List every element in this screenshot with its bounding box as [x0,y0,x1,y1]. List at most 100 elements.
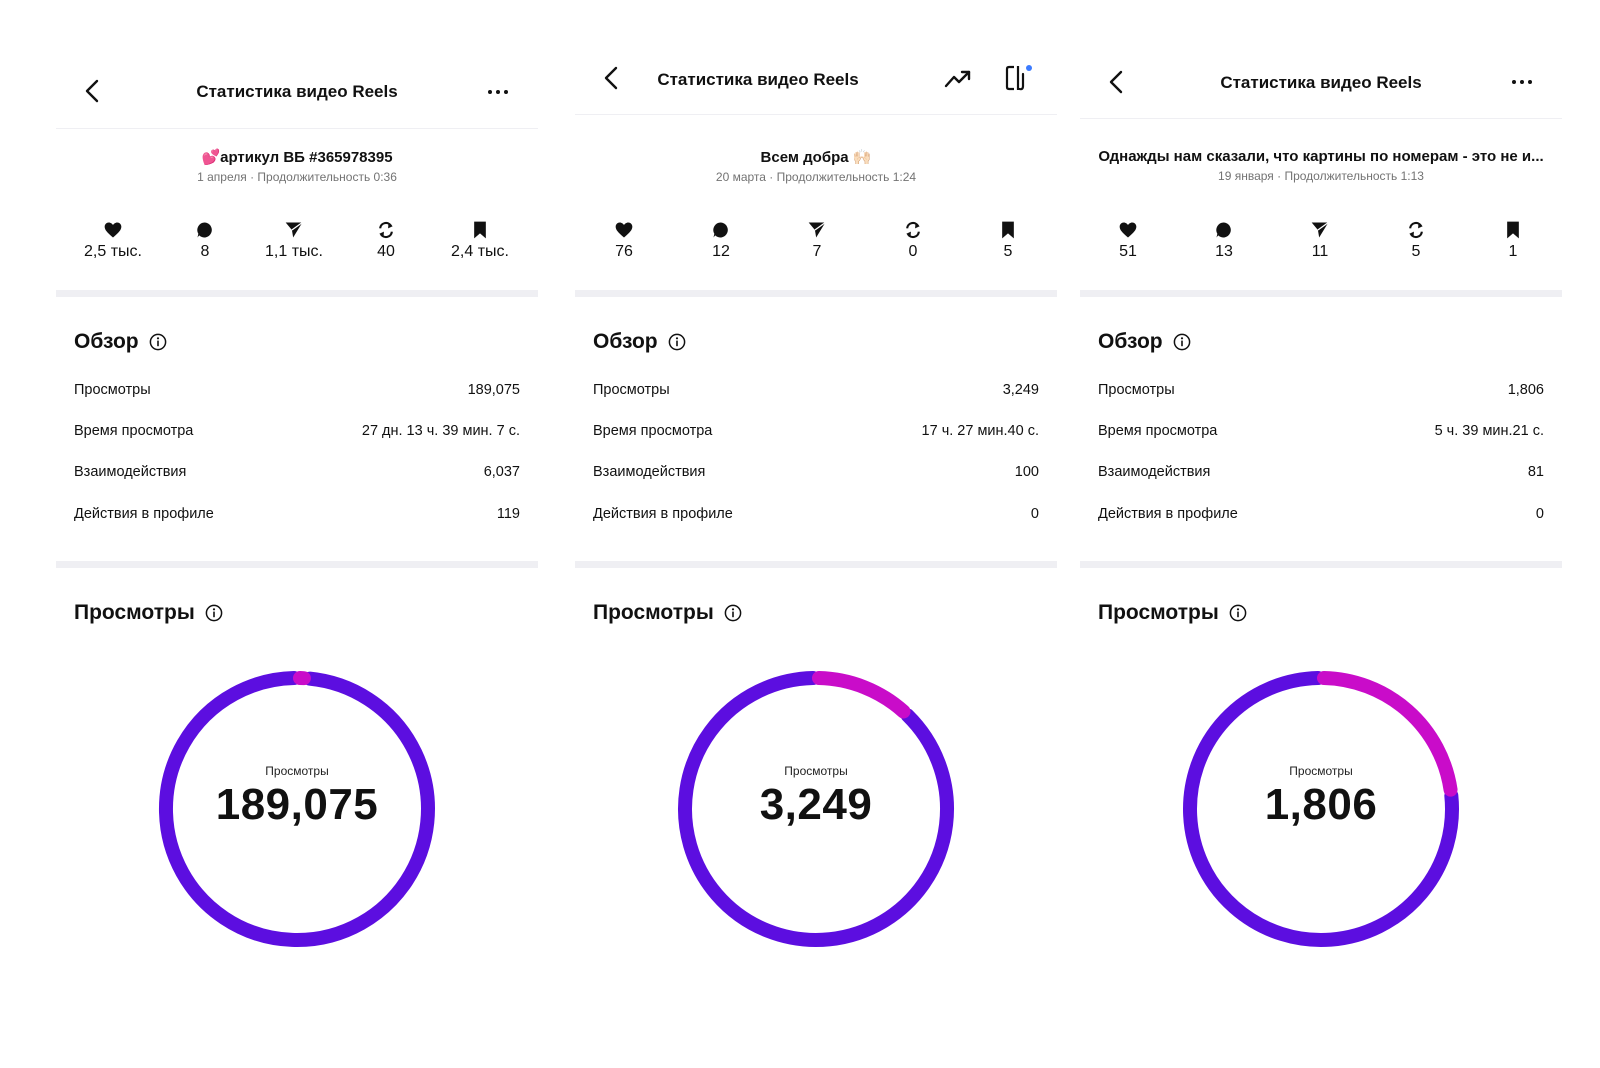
engagement-stats: 51 13 11 5 1 [1080,220,1562,280]
saves-stat: 5 [960,220,1056,261]
page-title: Статистика видео Reels [196,82,398,101]
overview-row: Взаимодействия 6,037 [74,464,520,480]
caption-text: Всем добра [760,149,849,166]
caption-text: артикул ВБ #365978395 [220,149,393,166]
donut-svg [678,671,954,947]
comments-stat: 8 [157,220,253,261]
donut-center-label: Просмотры [784,764,848,778]
divider [1080,561,1562,568]
caption-emoji: 💕 [201,149,221,166]
overview-row: Просмотры 1,806 [1098,382,1544,398]
shares-count: 7 [812,243,822,260]
reel-stats-panel-2: Статистика видео Reels Всем добра 🙌🏻 20 … [575,0,1057,1068]
overview-row: Время просмотра 5 ч. 39 мин.21 с. [1098,423,1544,439]
views-donut-chart: Просмотры 1,806 [1180,668,1462,950]
likes-stat: 2,5 тыс. [65,220,161,261]
overview-heading: Обзор [74,330,167,354]
views-donut-chart: Просмотры 189,075 [156,668,438,950]
more-icon [1512,80,1532,84]
overview-heading: Обзор [1098,330,1191,354]
info-icon[interactable] [668,333,686,351]
overview-row: Взаимодействия 100 [593,464,1039,480]
top-bar: Статистика видео Reels [575,0,1057,115]
donut-center-value: 189,075 [215,780,379,829]
donut-center-label: Просмотры [1289,764,1353,778]
edits-app-button[interactable] [1003,62,1035,94]
donut-segment-main [1183,671,1459,947]
info-icon[interactable] [149,333,167,351]
reposts-count: 5 [1411,243,1421,260]
divider [56,561,538,568]
trending-up-icon [944,70,971,88]
back-button[interactable] [1102,67,1132,97]
divider [575,561,1057,568]
trend-button[interactable] [943,64,973,94]
comments-count: 8 [200,243,210,260]
donut-segment-accent [811,671,911,719]
notification-dot [1026,65,1032,71]
saves-stat: 2,4 тыс. [432,220,528,261]
donut-segment-main [159,671,435,947]
donut-svg [159,671,435,947]
reel-duration: Продолжительность 1:13 [1284,169,1424,183]
shares-stat: 1,1 тыс. [246,220,342,261]
share-icon [1311,221,1329,238]
reposts-stat: 40 [338,220,434,261]
comments-stat: 12 [673,220,769,261]
views-heading: Просмотры [1098,601,1247,625]
reel-date: 19 января [1218,169,1274,183]
overview-row: Действия в профиле 0 [1098,506,1544,522]
back-button[interactable] [78,76,108,106]
info-icon[interactable] [724,604,742,622]
repost-icon [379,221,393,239]
heart-icon [104,222,122,238]
engagement-stats: 76 12 7 0 5 [575,220,1057,280]
reposts-stat: 5 [1368,220,1464,261]
saves-stat: 1 [1465,220,1561,261]
reel-caption: Однажды нам сказали, что картины по номе… [1080,148,1562,183]
reposts-count: 40 [377,243,395,260]
likes-stat: 51 [1080,220,1176,261]
saves-count: 1 [1508,243,1518,260]
overview-row: Время просмотра 27 дн. 13 ч. 39 мин. 7 с. [74,423,520,439]
reel-caption: Всем добра 🙌🏻 20 марта · Продолжительнос… [715,149,917,184]
comment-icon [1216,222,1231,238]
info-icon[interactable] [1173,333,1191,351]
comment-icon [713,222,728,238]
repost-icon [906,221,920,239]
bookmark-icon [1002,221,1014,239]
top-bar: Статистика видео Reels [56,0,538,129]
edits-app-icon [1005,65,1032,91]
more-icon [488,90,508,94]
caption-text: Однажды нам сказали, что картины по номе… [1098,148,1544,165]
divider [1080,290,1562,297]
caption-emoji: 🙌🏻 [852,149,872,166]
comment-icon [197,222,212,238]
donut-center-value: 1,806 [1264,780,1378,829]
reel-stats-panel-1: Статистика видео Reels 💕артикул ВБ #3659… [56,0,538,1068]
donut-center-label: Просмотры [265,764,329,778]
overview-row: Время просмотра 17 ч. 27 мин.40 с. [593,423,1039,439]
reposts-stat: 0 [865,220,961,261]
share-icon [808,221,826,238]
shares-count: 11 [1311,243,1329,260]
back-button[interactable] [597,63,627,93]
saves-count: 2,4 тыс. [451,243,509,260]
donut-segment-accent [1316,671,1458,797]
more-options-button[interactable] [484,82,512,102]
more-options-button[interactable] [1508,72,1536,92]
chevron-left-icon [85,79,99,103]
shares-stat: 11 [1272,220,1368,261]
comments-stat: 13 [1176,220,1272,261]
share-icon [285,221,303,238]
reel-caption: 💕артикул ВБ #365978395 1 апреля · Продол… [197,149,397,184]
donut-segment-main [678,671,954,947]
info-icon[interactable] [1229,604,1247,622]
comments-count: 12 [712,243,730,260]
reel-date: 20 марта [715,170,766,184]
shares-stat: 7 [769,220,865,261]
info-icon[interactable] [205,604,223,622]
divider [575,290,1057,297]
overview-row: Действия в профиле 119 [74,506,520,522]
reel-duration: Продолжительность 0:36 [257,170,397,184]
